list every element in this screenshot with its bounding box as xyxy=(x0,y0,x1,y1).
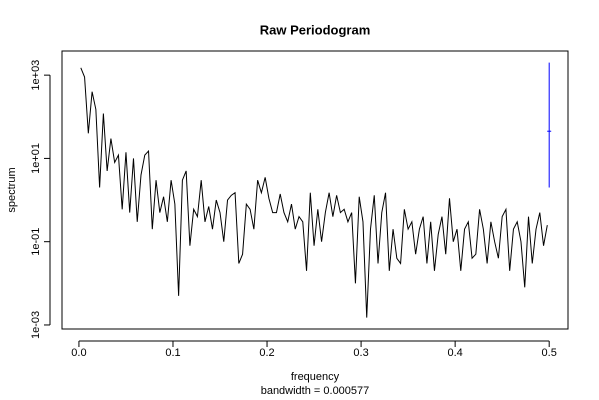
y-tick-label: 1e-03 xyxy=(30,311,42,339)
y-tick-label: 1e+01 xyxy=(30,143,42,174)
subtitle: bandwidth = 0.000577 xyxy=(261,385,370,397)
y-axis-label: spectrum xyxy=(6,167,18,212)
x-tick-label: 0.3 xyxy=(353,347,368,359)
y-tick-label: 1e-01 xyxy=(30,228,42,256)
x-tick-label: 0.2 xyxy=(259,347,274,359)
x-axis-label: frequency xyxy=(291,371,340,383)
chart-title: Raw Periodogram xyxy=(260,22,371,37)
x-tick-label: 0.0 xyxy=(71,347,86,359)
spectrum-line xyxy=(80,67,548,318)
plot-frame xyxy=(61,50,569,330)
x-tick-label: 0.5 xyxy=(542,347,557,359)
x-tick-label: 0.4 xyxy=(447,347,462,359)
x-tick-label: 0.1 xyxy=(165,347,180,359)
y-tick-label: 1e+03 xyxy=(30,60,42,91)
